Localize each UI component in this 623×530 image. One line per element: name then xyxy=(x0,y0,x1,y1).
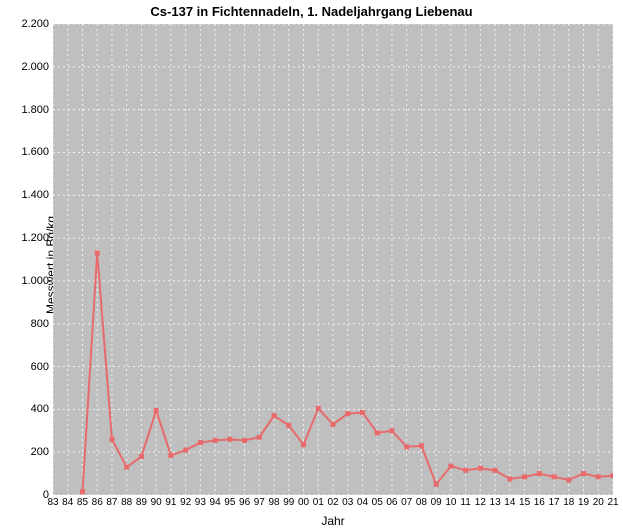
x-tick-label: 95 xyxy=(224,497,235,508)
x-tick-label: 06 xyxy=(386,497,397,508)
x-tick-label: 85 xyxy=(77,497,88,508)
x-tick-label: 89 xyxy=(136,497,147,508)
y-tick-label: 1.600 xyxy=(21,146,49,158)
x-tick-label: 84 xyxy=(62,497,73,508)
x-tick-label: 10 xyxy=(445,497,456,508)
chart-title: Cs-137 in Fichtennadeln, 1. Nadeljahrgan… xyxy=(0,4,623,19)
y-tick-label: 2.200 xyxy=(21,18,49,30)
x-tick-label: 05 xyxy=(372,497,383,508)
x-tick-label: 15 xyxy=(519,497,530,508)
x-tick-label: 00 xyxy=(298,497,309,508)
x-tick-label: 99 xyxy=(283,497,294,508)
plot-area xyxy=(53,24,613,495)
plot-svg xyxy=(53,24,613,495)
x-tick-label: 90 xyxy=(151,497,162,508)
x-tick-label: 12 xyxy=(475,497,486,508)
y-tick-label: 200 xyxy=(31,446,49,458)
x-tick-label: 91 xyxy=(165,497,176,508)
y-tick-label: 1.800 xyxy=(21,104,49,116)
x-tick-label: 08 xyxy=(416,497,427,508)
x-tick-label: 16 xyxy=(534,497,545,508)
x-tick-label: 07 xyxy=(401,497,412,508)
x-tick-label: 01 xyxy=(313,497,324,508)
x-tick-label: 98 xyxy=(268,497,279,508)
y-tick-label: 1.000 xyxy=(21,275,49,287)
x-tick-label: 19 xyxy=(578,497,589,508)
x-tick-label: 11 xyxy=(460,497,470,508)
y-tick-label: 2.000 xyxy=(21,61,49,73)
x-tick-label: 20 xyxy=(593,497,604,508)
x-tick-label: 14 xyxy=(504,497,515,508)
y-tick-label: 600 xyxy=(31,361,49,373)
y-tick-label: 800 xyxy=(31,318,49,330)
x-tick-label: 02 xyxy=(327,497,338,508)
y-tick-label: 1.200 xyxy=(21,232,49,244)
x-axis-label: Jahr xyxy=(53,514,613,528)
y-tick-label: 1.400 xyxy=(21,189,49,201)
chart-container: Cs-137 in Fichtennadeln, 1. Nadeljahrgan… xyxy=(0,0,623,530)
x-tick-label: 88 xyxy=(121,497,132,508)
y-tick-label: 400 xyxy=(31,403,49,415)
x-tick-label: 03 xyxy=(342,497,353,508)
x-tick-label: 93 xyxy=(195,497,206,508)
x-tick-label: 87 xyxy=(106,497,117,508)
x-tick-label: 83 xyxy=(47,497,58,508)
x-tick-label: 17 xyxy=(548,497,559,508)
x-tick-label: 92 xyxy=(180,497,191,508)
x-tick-label: 96 xyxy=(239,497,250,508)
x-tick-label: 18 xyxy=(563,497,574,508)
x-tick-label: 86 xyxy=(92,497,103,508)
x-tick-label: 09 xyxy=(431,497,442,508)
data-series xyxy=(80,251,613,495)
x-tick-label: 13 xyxy=(490,497,501,508)
x-tick-label: 94 xyxy=(210,497,221,508)
x-tick-label: 04 xyxy=(357,497,368,508)
x-tick-label: 97 xyxy=(254,497,265,508)
x-tick-label: 21 xyxy=(607,497,618,508)
